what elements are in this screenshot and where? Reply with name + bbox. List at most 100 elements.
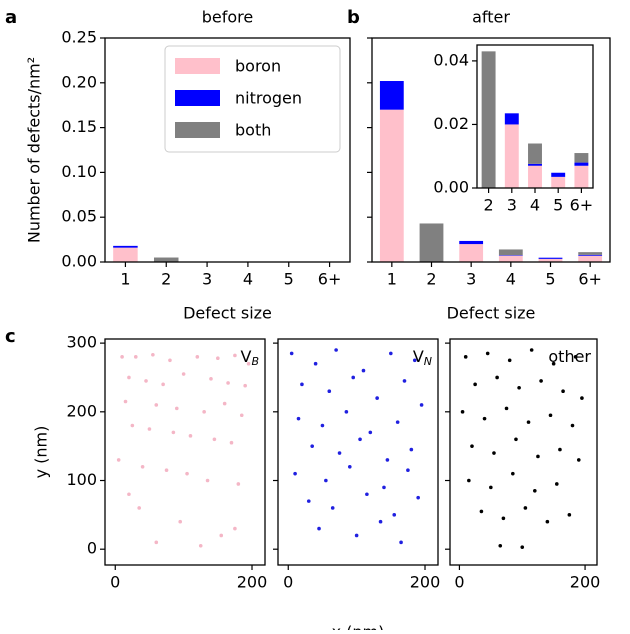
x-tick-label: 1 (120, 270, 130, 289)
point (511, 471, 515, 476)
panel-letter: a (5, 7, 17, 28)
point (554, 482, 559, 486)
point (188, 434, 193, 438)
x-tick-label: 200 (570, 573, 601, 592)
x-tick-label: 0 (283, 573, 293, 592)
point (233, 353, 237, 358)
point (216, 356, 220, 361)
point (233, 526, 237, 531)
point (378, 519, 383, 524)
point (198, 543, 203, 548)
axes-frame (104, 338, 266, 566)
point (243, 383, 247, 388)
point (526, 420, 531, 424)
x-tick-label: 200 (237, 573, 268, 592)
point (406, 468, 410, 473)
point (358, 437, 362, 442)
point (154, 403, 159, 407)
axes-frame (277, 338, 439, 566)
x-tick-label: 4 (243, 270, 253, 289)
point (289, 351, 294, 356)
point (226, 381, 230, 385)
bar-segment (459, 240, 484, 245)
point (246, 361, 251, 366)
point (399, 540, 403, 545)
point (463, 355, 468, 359)
bar-segment (528, 163, 542, 166)
point (239, 413, 244, 418)
bar-segment (538, 257, 563, 259)
point (310, 444, 314, 448)
axes-frame (371, 37, 611, 263)
point (347, 464, 352, 469)
point (375, 396, 379, 400)
point (296, 416, 301, 421)
bar-segment (379, 109, 404, 263)
y-tick-label: 300 (66, 333, 97, 352)
point (164, 468, 169, 473)
point (389, 351, 393, 356)
x-tick-label: 2 (426, 270, 436, 289)
point (174, 406, 179, 411)
point (236, 482, 241, 486)
title-main: other (548, 347, 591, 366)
point (327, 389, 332, 394)
legend-label: both (235, 121, 271, 140)
bar-segment (504, 113, 519, 125)
x-tick-label: 4 (530, 196, 540, 215)
point (306, 499, 311, 503)
point (120, 355, 124, 359)
point (181, 372, 186, 376)
x-tick-label: 0 (110, 573, 120, 592)
x-axis-label: Defect size (447, 304, 536, 323)
bar-segment (574, 162, 589, 166)
bar-segment (498, 255, 523, 256)
point (185, 471, 189, 476)
point (116, 458, 121, 462)
point (489, 485, 493, 490)
point (467, 478, 471, 483)
point (495, 375, 499, 380)
bar-segment (578, 254, 603, 256)
x-tick-label: 1 (387, 270, 397, 289)
point (485, 351, 490, 356)
y-axis-label: y (nm) (32, 426, 51, 479)
axes-frame (476, 44, 594, 189)
point (365, 492, 369, 497)
point (412, 358, 417, 363)
x-axis-label: x (nm) (332, 623, 385, 631)
point (123, 399, 128, 404)
point (127, 492, 131, 497)
point (351, 375, 356, 380)
x-tick-label: 5 (284, 270, 294, 289)
point (300, 382, 304, 387)
bar-segment (551, 176, 566, 188)
x-tick-label: 4 (506, 270, 516, 289)
point (195, 355, 200, 359)
y-tick-label: 0.00 (433, 178, 469, 197)
point (517, 385, 521, 390)
point (514, 437, 518, 442)
bar-segment (574, 165, 589, 188)
bar-segment (154, 257, 179, 262)
x-tick-label: 2 (484, 196, 494, 215)
bar-segment (481, 51, 496, 188)
point (561, 389, 565, 394)
legend-swatch (175, 122, 220, 138)
point (529, 348, 534, 352)
bar-segment (528, 165, 542, 188)
bar-segment (578, 255, 603, 262)
y-tick-label: 200 (66, 401, 97, 420)
point (202, 410, 206, 414)
point (330, 506, 335, 510)
point (395, 420, 400, 424)
point (460, 410, 465, 414)
panel-letter: c (5, 326, 16, 347)
point (523, 506, 528, 510)
x-axis-label: Defect size (183, 304, 272, 323)
x-tick-label: 2 (161, 270, 171, 289)
panel-title: after (472, 8, 510, 27)
panel-title: other (548, 347, 591, 366)
y-tick-label: 0.00 (61, 252, 97, 271)
point (127, 375, 131, 380)
